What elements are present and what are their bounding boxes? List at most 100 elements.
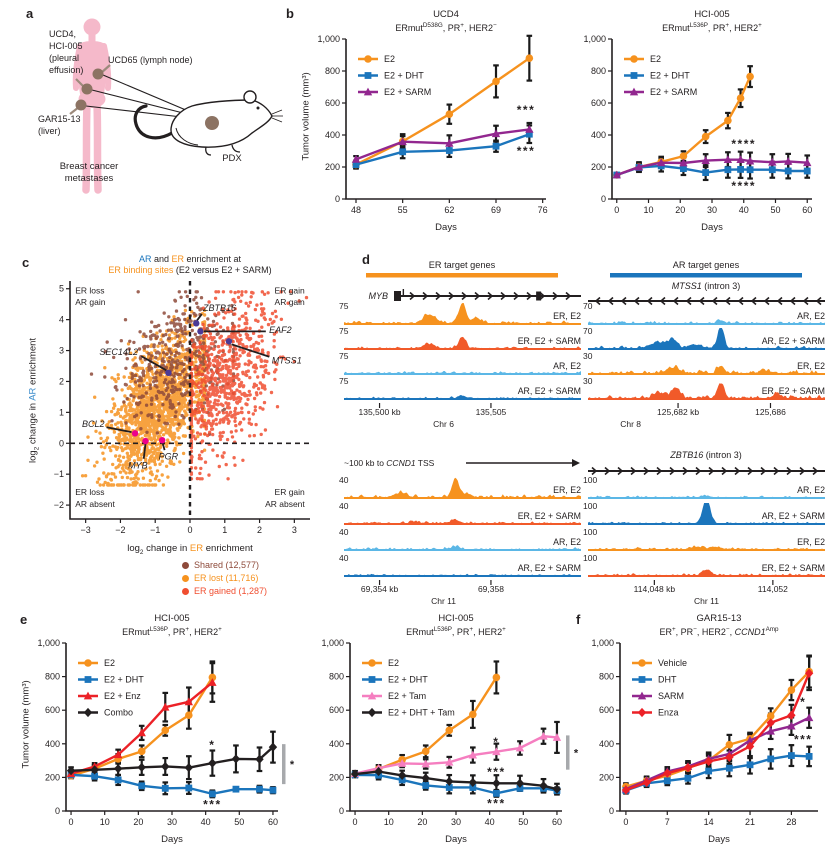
chart-subtitle: ERmutL536P, PR+, HER2+ <box>662 21 762 33</box>
svg-text:0: 0 <box>187 525 192 535</box>
significance-stars: *** <box>203 797 222 811</box>
scatter-ar-er-enrichment: AR and ER enrichment at ER binding sites … <box>26 254 328 596</box>
panel-label-b: b <box>286 6 294 21</box>
track-scale: 100 <box>583 553 597 563</box>
error-bars <box>623 654 812 795</box>
coverage-signal <box>588 364 825 374</box>
coverage-signal <box>344 477 581 498</box>
genome-panel-mtss1: AR target genes MTSS1 (intron 3) 70 AR, E2 7… <box>580 256 828 432</box>
gene-label: MYB <box>368 291 388 301</box>
track-label: AR, E2 + SARM <box>762 336 825 346</box>
chart-hci005-enz-combo: HCI-005 ERmutL536P, PR+, HER2+ 0 200 400 600 8… <box>18 613 298 845</box>
track-label: AR, E2 + SARM <box>518 386 581 396</box>
significance-stars: *** <box>517 103 536 117</box>
quadrant-label: AR absent <box>265 499 305 509</box>
svg-text:60: 60 <box>268 817 278 827</box>
svg-text:Vehicle: Vehicle <box>658 658 687 668</box>
track-label: AR, E2 + SARM <box>762 511 825 521</box>
coverage-signal <box>344 303 581 324</box>
d_zbtb16-tracks: ZBTB16 (intron 3) 100 AR, E2 100 AR, E2 + SA… <box>583 450 825 606</box>
coord-right: 114,052 <box>758 584 788 594</box>
panel-label-d: d <box>362 252 370 267</box>
track-label: AR, E2 <box>797 311 825 321</box>
svg-text:3: 3 <box>59 346 64 356</box>
chart-subtitle: ER+, PR−, HER2−, CCND1Amp <box>659 625 779 637</box>
series-Combo <box>66 742 278 776</box>
svg-text:−1: −1 <box>150 525 160 535</box>
svg-text:1,000: 1,000 <box>591 638 614 648</box>
svg-text:(liver): (liver) <box>38 126 61 136</box>
caption-line2: metastases <box>65 173 114 184</box>
track-scale: 30 <box>583 351 593 361</box>
chart-subtitle: ERmutD538G, PR+, HER2− <box>395 21 497 33</box>
svg-text:30: 30 <box>451 817 461 827</box>
svg-text:(pleural: (pleural <box>49 53 79 63</box>
genome-panel-myb: ER target genes MYB 75 ER, E2 75 ER, E2 + SAR… <box>336 256 584 432</box>
coord-left: 114,048 kb <box>634 584 676 594</box>
svg-text:400: 400 <box>45 739 60 749</box>
svg-text:effusion): effusion) <box>49 65 83 75</box>
quadrant-label: AR gain <box>275 297 306 307</box>
series-E2 + SARM <box>612 155 812 179</box>
svg-text:E2 + Enz: E2 + Enz <box>104 691 141 701</box>
group-header: AR target genes <box>673 260 740 270</box>
svg-text:Enza: Enza <box>658 708 679 718</box>
svg-text:200: 200 <box>591 162 606 172</box>
track-scale: 70 <box>583 326 593 336</box>
mouse-ear <box>243 90 257 104</box>
svg-text:40: 40 <box>739 205 749 215</box>
svg-text:E2: E2 <box>384 54 395 64</box>
genome-panel-ccnd1: ~100 kb to CCND1 TSS 40 ER, E2 40 ER, E2 + S… <box>336 446 584 610</box>
track-scale: 40 <box>339 553 349 563</box>
track-label: ER, E2 + SARM <box>762 386 825 396</box>
svg-text:1,000: 1,000 <box>583 34 606 44</box>
svg-text:7: 7 <box>665 817 670 827</box>
coverage-signal <box>588 383 825 399</box>
significance-stars: *** <box>487 765 506 779</box>
svg-text:E2 + DHT: E2 + DHT <box>104 675 144 685</box>
svg-text:−2: −2 <box>54 500 64 510</box>
svg-text:48: 48 <box>351 205 361 215</box>
svg-text:50: 50 <box>518 817 528 827</box>
panel-a-labels: UCD4, HCI-005 (pleural effusion) UCD65 (… <box>38 29 193 136</box>
chart-gar15-13-tumor-volume: GAR15-13 ER+, PR−, HER2−, CCND1Amp 0 200 400… <box>572 613 828 845</box>
gene-label: ZBTB16 (intron 3) <box>669 450 742 460</box>
track-label: ER, E2 <box>797 537 825 547</box>
coverage-signal <box>344 518 581 524</box>
svg-text:76: 76 <box>538 205 548 215</box>
svg-text:200: 200 <box>329 772 344 782</box>
coverage-signal <box>344 545 581 550</box>
cluster-Shared <box>89 290 236 436</box>
svg-text:800: 800 <box>599 672 614 682</box>
error-bars <box>353 34 533 170</box>
chart-subtitle: ERmutL536P, PR+, HER2+ <box>406 625 506 637</box>
svg-text:200: 200 <box>325 162 340 172</box>
y-axis-label: Tumor volume (mm³) <box>20 680 32 769</box>
svg-text:400: 400 <box>599 739 614 749</box>
chart-title: GAR15-13 <box>696 613 742 624</box>
svg-text:20: 20 <box>675 205 685 215</box>
coverage-signal <box>344 336 581 349</box>
gene-label-MYB: MYB <box>128 461 148 471</box>
svg-text:50: 50 <box>770 205 780 215</box>
svg-text:E2 + DHT: E2 + DHT <box>384 71 424 81</box>
quadrant-label: ER loss <box>75 487 104 497</box>
svg-text:E2: E2 <box>650 54 661 64</box>
series-Enza <box>621 668 814 795</box>
comparison-bracket <box>282 744 286 785</box>
chart-title: HCI-005 <box>438 613 474 624</box>
quadrant-label: AR gain <box>75 297 106 307</box>
f_gar-plot: 0 200 400 600 800 1,000 0 7 14 21 28 Vehicle DHT SARM… <box>591 638 818 827</box>
quadrant-label: ER gain <box>275 285 306 295</box>
mouse-haunch <box>175 127 199 146</box>
group-header: ER target genes <box>429 260 496 270</box>
track-label: ER, E2 + SARM <box>518 511 581 521</box>
genome-panel-zbtb16: ZBTB16 (intron 3) 100 AR, E2 100 AR, E2 + SA… <box>580 446 828 610</box>
b_hci005-plot: 0 200 400 600 800 1,000 0 10 20 30 40 50 60 E2 E2 + DH… <box>583 34 812 215</box>
gene-label: ~100 kb to CCND1 TSS <box>344 458 435 468</box>
svg-text:−3: −3 <box>81 525 91 535</box>
svg-text:600: 600 <box>325 98 340 108</box>
mouse-tail <box>133 104 174 140</box>
chart-hci005-tam-combo: HCI-005 ERmutL536P, PR+, HER2+ 0 200 400 600 8… <box>302 613 582 845</box>
significance-stars: **** <box>731 137 756 151</box>
